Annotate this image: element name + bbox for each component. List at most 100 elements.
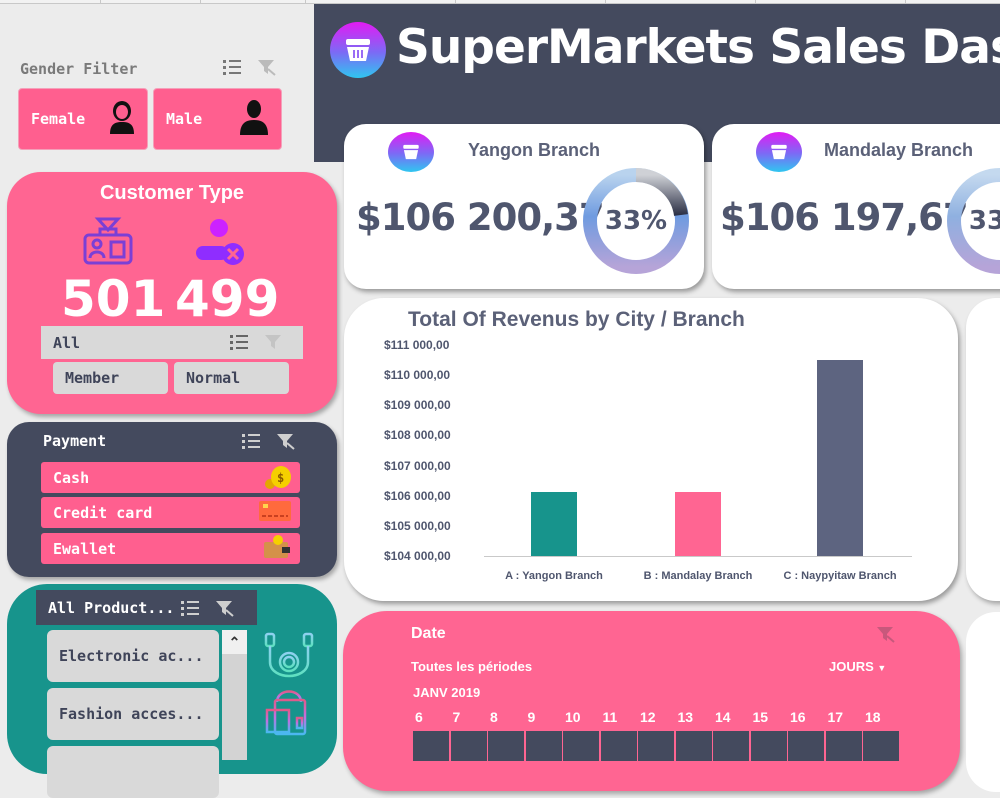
clear-filter-icon[interactable] (275, 432, 295, 450)
day-label: 8 (490, 709, 498, 725)
day-label: 15 (752, 709, 769, 725)
day-cell[interactable] (563, 731, 599, 761)
y-axis-tick: $105 000,00 (384, 519, 451, 533)
female-user-icon (109, 100, 135, 138)
day-cell[interactable] (825, 731, 862, 761)
svg-text:$: $ (277, 471, 284, 485)
product-fashion-button[interactable]: Fashion acces... (47, 688, 219, 740)
day-label: 13 (677, 709, 694, 725)
payment-slicer: Payment Cash $ Credit card Ewallet (7, 422, 337, 577)
chevron-down-icon: ▼ (877, 663, 887, 673)
day-label: 14 (715, 709, 731, 725)
multi-select-icon[interactable] (180, 599, 200, 617)
date-month-label: JANV 2019 (413, 685, 481, 700)
date-timeline: Date Toutes les périodes JOURS ▼ JANV 20… (343, 611, 960, 791)
customer-type-filter-value: All (53, 333, 81, 352)
y-axis-tick: $109 000,00 (384, 398, 451, 412)
day-cell[interactable] (750, 731, 787, 761)
cable-icon (263, 632, 315, 683)
money-bag-icon: $ (262, 462, 292, 494)
normal-count: 499 (175, 270, 280, 328)
payment-cash-label: Cash (53, 468, 90, 487)
payment-ewallet-label: Ewallet (53, 539, 117, 558)
kpi-donut-chart: 33% (581, 166, 691, 276)
day-cell[interactable] (638, 731, 674, 761)
date-title: Date (411, 625, 446, 642)
handbag-icon (263, 684, 315, 741)
clear-filter-icon[interactable] (263, 333, 283, 351)
day-cell[interactable] (525, 731, 562, 761)
member-count: 501 (61, 270, 166, 328)
clear-filter-icon[interactable] (256, 58, 276, 76)
date-day-strip: 6 7 8 9 10 11 12 13 14 15 16 17 18 (413, 709, 901, 761)
x-axis-line (484, 556, 912, 557)
customer-type-card: Customer Type 501 499 All Member Normal (7, 172, 337, 414)
gender-female-label: Female (31, 110, 86, 128)
product-line-slicer: All Product... Electronic ac... Fashion … (7, 584, 337, 798)
page-title: SuperMarkets Sales Dashb (396, 20, 1000, 75)
kpi-percent: 33% (968, 206, 1000, 236)
kpi-card-mandalay: Mandalay Branch $106 197,67 33% (712, 124, 1000, 289)
kpi-percent: 33% (604, 206, 668, 236)
day-cell[interactable] (600, 731, 637, 761)
product-scrollbar[interactable]: ⌃ (222, 630, 247, 760)
customer-type-member-button[interactable]: Member (53, 362, 168, 394)
date-granularity-dropdown[interactable]: JOURS ▼ (829, 659, 886, 674)
day-cell[interactable] (863, 731, 899, 761)
gender-female-button[interactable]: Female (18, 88, 148, 150)
bar-naypyitaw[interactable] (817, 360, 863, 556)
y-axis-tick: $108 000,00 (384, 428, 451, 442)
day-cell[interactable] (413, 731, 449, 761)
payment-ewallet-button[interactable]: Ewallet (41, 533, 300, 564)
day-label: 16 (790, 709, 806, 725)
male-user-icon (239, 99, 269, 139)
product-item-3-button[interactable] (47, 746, 219, 798)
multi-select-icon[interactable] (222, 58, 242, 76)
gender-male-button[interactable]: Male (153, 88, 282, 150)
scroll-up-icon[interactable]: ⌃ (222, 630, 247, 654)
day-label: 9 (527, 709, 536, 725)
kpi-revenue-value: $106 200,37 (356, 196, 605, 239)
day-cell[interactable] (675, 731, 712, 761)
product-electronic-button[interactable]: Electronic ac... (47, 630, 219, 682)
day-cell[interactable] (488, 731, 524, 761)
y-axis-tick: $107 000,00 (384, 459, 451, 473)
day-label: 11 (602, 709, 618, 725)
bar-yangon[interactable] (531, 492, 577, 556)
day-label: 6 (415, 709, 423, 725)
day-cell[interactable] (450, 731, 487, 761)
day-label: 10 (565, 709, 581, 725)
day-label: 7 (452, 709, 461, 725)
multi-select-icon[interactable] (229, 333, 249, 351)
kpi-donut-chart: 33% (945, 166, 1000, 276)
clear-filter-icon[interactable] (214, 599, 235, 617)
clear-filter-icon[interactable] (875, 625, 895, 648)
chart-title: Total Of Revenus by City / Branch (408, 308, 745, 331)
y-axis-tick: $104 000,00 (384, 549, 451, 563)
product-slicer-header: All Product... (36, 590, 257, 625)
payment-title: Payment (43, 432, 107, 450)
customer-type-title: Customer Type (99, 182, 245, 204)
gender-male-label: Male (166, 110, 203, 128)
revenue-by-branch-chart: Total Of Revenus by City / Branch $111 0… (344, 298, 958, 601)
day-cell[interactable] (713, 731, 749, 761)
x-axis-label: B : Mandalay Branch (643, 570, 753, 582)
payment-credit-card-label: Credit card (53, 503, 153, 522)
basket-icon (756, 132, 802, 172)
gender-filter-label: Gender Filter (20, 60, 138, 78)
day-cell[interactable] (788, 731, 824, 761)
bar-mandalay[interactable] (675, 492, 721, 556)
customer-type-normal-button[interactable]: Normal (174, 362, 289, 394)
multi-select-icon[interactable] (241, 432, 261, 450)
payment-credit-card-button[interactable]: Credit card (41, 497, 300, 528)
payment-cash-button[interactable]: Cash $ (41, 462, 300, 493)
kpi-branch-name: Yangon Branch (468, 140, 601, 160)
basket-logo-icon (330, 22, 386, 78)
side-panel-card (966, 612, 1000, 792)
customer-type-slicer-header[interactable]: All (41, 326, 303, 359)
kpi-card-yangon: Yangon Branch $106 200,37 33% (344, 124, 704, 289)
x-axis-label: A : Yangon Branch (505, 570, 603, 582)
date-period-label: Toutes les périodes (411, 659, 533, 674)
basket-icon (388, 132, 434, 172)
day-label: 18 (865, 709, 881, 725)
